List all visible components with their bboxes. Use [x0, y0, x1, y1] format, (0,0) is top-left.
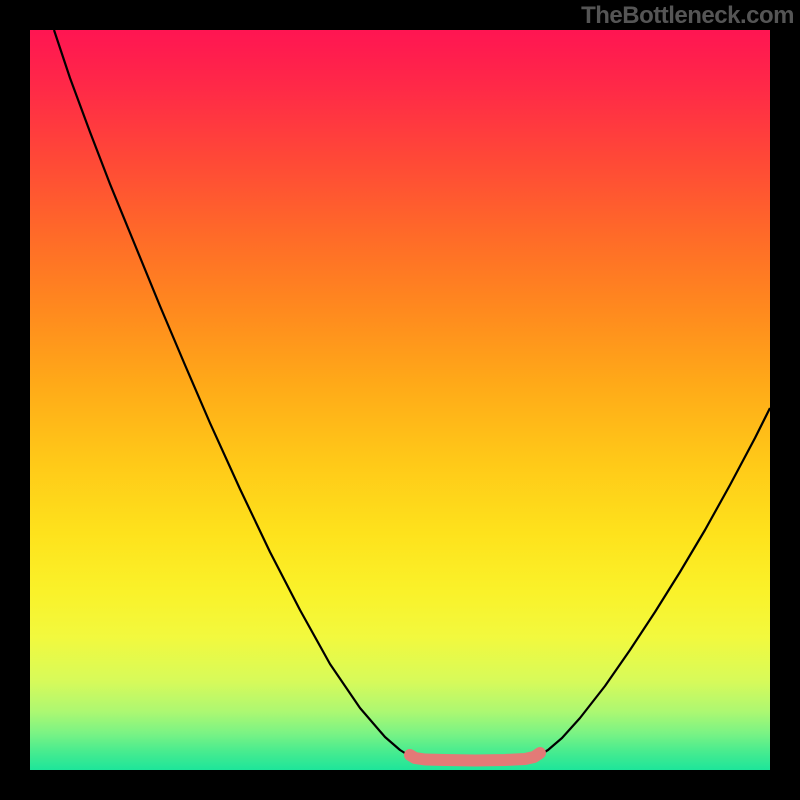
chart-container: TheBottleneck.com	[0, 0, 800, 800]
chart-background	[30, 30, 770, 770]
bottleneck-curve-chart	[0, 0, 800, 800]
watermark-text: TheBottleneck.com	[581, 2, 794, 30]
